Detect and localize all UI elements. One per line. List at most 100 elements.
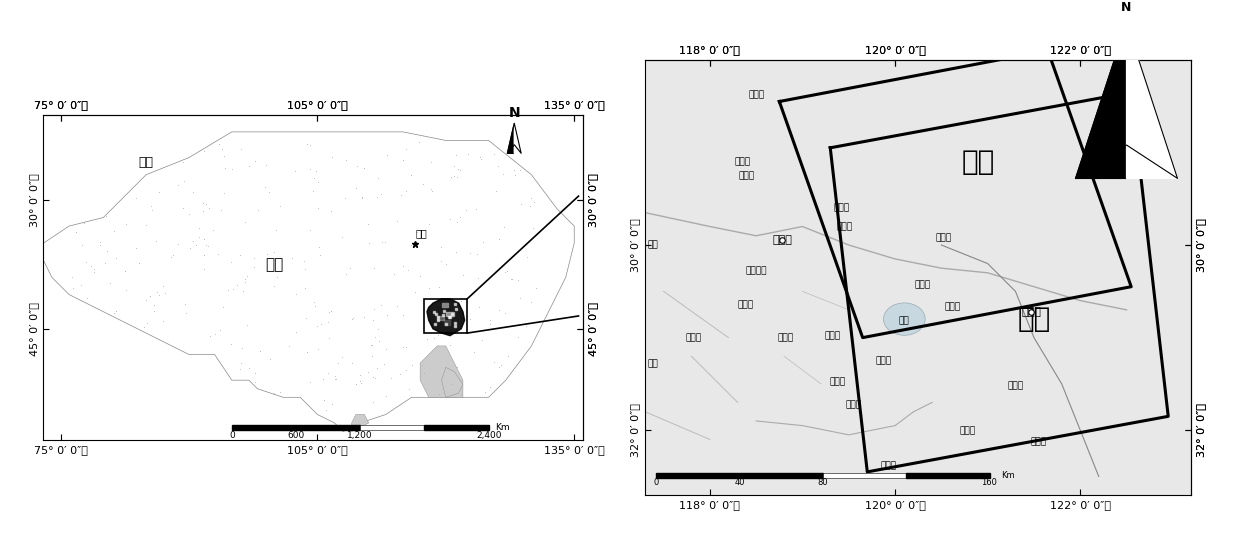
Point [342,314,362,323]
Text: 杭州市: 杭州市 [846,401,862,410]
Point [485,150,505,158]
Point [469,302,489,311]
Point [140,292,160,300]
Point [480,320,500,329]
Point [84,268,104,276]
Point [205,330,224,338]
Point [77,294,97,302]
Point [441,379,461,388]
Point [231,250,250,259]
Point [446,248,466,256]
Point [440,215,460,224]
Point [456,206,476,214]
Point [126,194,146,202]
Point [97,247,117,256]
Point [182,237,202,245]
Point [197,199,217,208]
Point [300,165,320,174]
Point [232,344,252,353]
Point [325,375,345,384]
Point [376,344,396,353]
Point [491,360,511,369]
Text: 北京: 北京 [415,228,428,238]
Point [374,238,394,247]
Point [401,171,420,180]
Point [195,234,215,243]
Point [246,368,265,377]
Point [286,290,306,299]
Point [495,268,515,276]
Point [222,164,242,173]
Point [264,389,284,398]
Point [408,240,428,249]
Point [84,264,104,273]
Point [190,232,210,241]
Point [180,244,200,253]
Point [155,289,175,298]
Point [340,264,360,273]
Point [440,341,460,349]
Point [104,227,124,236]
Point [63,284,83,293]
Point [371,189,391,198]
Point [526,283,546,292]
Point [286,327,306,336]
Point [405,287,425,296]
Point [497,267,517,275]
Point [265,255,285,264]
Point [134,323,154,331]
Point [387,301,407,310]
Point [329,358,348,367]
Point [446,218,466,227]
Point [227,280,247,289]
Text: 0: 0 [229,430,234,440]
Polygon shape [446,312,454,316]
Point [193,146,213,155]
Text: 降轨: 降轨 [1017,305,1050,333]
Text: 40: 40 [734,478,745,487]
Point [321,307,341,316]
Point [372,238,392,247]
Text: 铜陵市: 铜陵市 [686,333,702,342]
Bar [424,425,489,430]
Point [363,316,383,324]
Point [167,240,187,249]
Point [169,181,188,189]
Point [193,264,213,273]
Point [62,272,82,281]
Point [363,373,383,381]
Point [221,258,241,267]
Point [310,250,330,259]
Text: 马鞍山市: 马鞍山市 [745,267,766,275]
Point [480,316,500,324]
Point [193,207,213,216]
Point [255,182,275,191]
Point [393,343,413,351]
Point [517,252,537,261]
Point [264,282,284,290]
Point [448,164,467,173]
Point [399,385,419,394]
Point [232,359,252,368]
Point [346,184,366,193]
Point [489,162,508,170]
Polygon shape [441,367,463,397]
Text: Km: Km [1001,471,1014,480]
Point [294,256,314,265]
Point [296,313,316,322]
Point [368,174,388,182]
Point [143,205,162,214]
Point [446,173,466,182]
Point [521,194,541,202]
Text: 舍山市: 舍山市 [880,461,897,470]
Point [218,286,238,294]
Point [100,278,120,287]
Point [358,368,378,376]
Point [464,347,484,356]
Point [270,388,290,397]
Point [308,345,327,354]
Point [331,353,351,361]
Point [72,240,92,249]
Point [371,301,391,310]
Point [444,307,464,316]
